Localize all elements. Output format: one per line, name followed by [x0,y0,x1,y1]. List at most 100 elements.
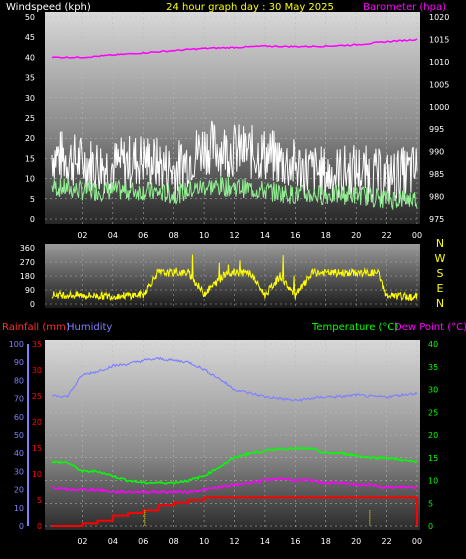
temp-x-tick-label: 18 [321,537,331,546]
temp-x-tick-label: 00 [412,537,422,546]
rain-y-tick-label: 15 [32,444,42,453]
temp-y-tick-label: 20 [428,431,438,440]
wind-x-tick-label: 08 [169,231,179,240]
humidity-y-tick-label: 50 [14,431,24,440]
wind-average-series [51,176,418,211]
rain-y-tick-label: 25 [32,392,42,401]
temp-x-tick-label: 16 [290,537,300,546]
rainfall-series [52,496,418,527]
rain-y-tick-label: 20 [32,418,42,427]
wind-y-tick-label: 40 [25,53,35,62]
temp-x-tick-label: 08 [169,537,179,546]
wind-y-tick-label: 0 [30,215,35,224]
temp-x-tick-label: 10 [199,537,209,546]
dir-y-tick-label: 0 [30,300,35,309]
temp-x-tick-label: 04 [108,537,118,546]
temp-x-tick-label: 22 [381,537,391,546]
rain-y-tick-label: 35 [32,340,42,349]
wind-y-tick-label: 45 [25,33,35,42]
temp-x-tick-label: 06 [138,537,148,546]
wind-x-tick-label: 10 [199,231,209,240]
rain-y-tick-label: 10 [32,470,42,479]
baro-y-tick-label: 975 [429,215,444,224]
barometer-axis-title: Barometer (hpa) [363,2,446,13]
wind-y-tick-label: 25 [25,114,35,123]
baro-y-tick-label: 980 [429,193,444,202]
barometer-series [51,38,418,59]
humidity-y-tick-label: 60 [14,413,24,422]
baro-y-tick-label: 1015 [429,35,449,44]
graph-title: 24 hour graph day : 30 May 2025 [166,2,334,13]
temperature-axis-title: Temperature (°C) [311,322,398,333]
direction-label: N [436,297,444,310]
wind-x-tick-label: 20 [351,231,361,240]
wind-y-tick-label: 50 [25,13,35,22]
wind-x-tick-label: 14 [260,231,270,240]
wind-x-tick-label: 12 [229,231,239,240]
humidity-y-tick-label: 90 [14,358,24,367]
dir-y-tick-label: 180 [20,272,35,281]
temp-y-tick-label: 10 [428,477,438,486]
humidity-y-tick-label: 40 [14,449,24,458]
temp-y-tick-label: 25 [428,408,438,417]
temp-y-tick-label: 5 [428,499,433,508]
wind-y-tick-label: 10 [25,175,35,184]
temp-x-tick-label: 12 [229,537,239,546]
wind-x-tick-label: 02 [77,231,87,240]
humidity-y-tick-label: 20 [14,486,24,495]
temp-y-tick-label: 0 [428,522,433,531]
wind-x-tick-label: 18 [321,231,331,240]
wind-x-tick-label: 06 [138,231,148,240]
humidity-axis-title: Humidity [67,322,112,333]
baro-y-tick-label: 1000 [429,103,449,112]
humidity-y-tick-label: 70 [14,395,24,404]
wind-y-tick-label: 35 [25,74,35,83]
temp-y-tick-label: 15 [428,454,438,463]
temp-x-tick-label: 02 [77,537,87,546]
humidity-y-tick-label: 10 [14,504,24,513]
dewpoint-series [51,476,418,495]
wind-y-tick-label: 15 [25,154,35,163]
rain-y-tick-label: 5 [37,496,42,505]
baro-y-tick-label: 1005 [429,80,449,89]
temp-y-tick-label: 40 [428,340,438,349]
wind-y-tick-label: 20 [25,134,35,143]
dir-y-tick-label: 360 [20,244,35,253]
rain-y-tick-label: 30 [32,366,42,375]
temp-x-tick-label: 14 [260,537,270,546]
wind-x-tick-label: 00 [412,231,422,240]
wind-direction-series [51,254,418,302]
wind-y-tick-label: 30 [25,94,35,103]
humidity-y-tick-label: 100 [9,340,24,349]
baro-y-tick-label: 1010 [429,58,449,67]
rain-y-tick-label: 0 [37,522,42,531]
dir-y-tick-label: 270 [20,258,35,267]
direction-label: W [435,252,446,265]
wind-y-tick-label: 5 [30,195,35,204]
direction-label: E [437,282,444,295]
wind-x-tick-label: 22 [381,231,391,240]
wind-x-tick-label: 04 [108,231,118,240]
rainfall-axis-title: Rainfall (mm) [2,322,70,333]
windspeed-axis-title: Windspeed (kph) [6,2,91,13]
wind-x-tick-label: 16 [290,231,300,240]
temperature-series [51,446,417,485]
temp-x-tick-label: 20 [351,537,361,546]
temp-y-tick-label: 30 [428,386,438,395]
dir-y-tick-label: 90 [25,286,35,295]
baro-y-tick-label: 1020 [429,13,449,22]
humidity-y-tick-label: 30 [14,467,24,476]
wind-gust-series [51,120,418,204]
humidity-series [51,356,418,403]
direction-label: N [436,237,444,250]
humidity-y-tick-label: 0 [19,522,24,531]
direction-label: S [437,267,444,280]
baro-y-tick-label: 995 [429,125,444,134]
temp-y-tick-label: 35 [428,363,438,372]
baro-y-tick-label: 985 [429,170,444,179]
dewpoint-axis-title: Dew Point (°C) [394,322,466,333]
baro-y-tick-label: 990 [429,148,444,157]
humidity-y-tick-label: 80 [14,376,24,385]
